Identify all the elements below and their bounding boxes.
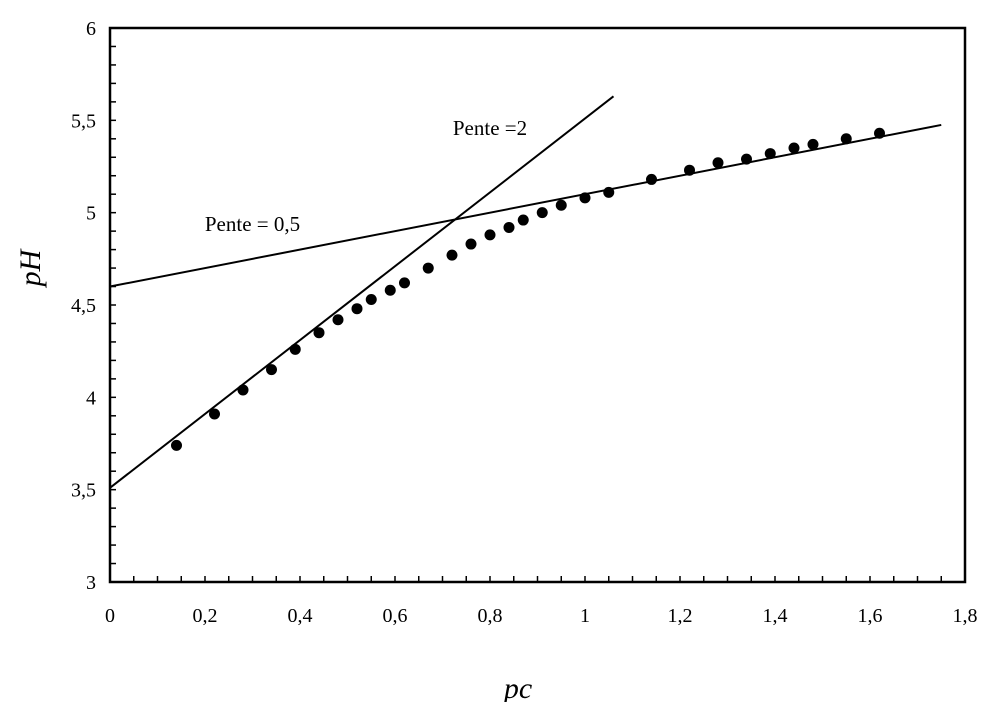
x-tick-label: 1,6: [858, 605, 883, 627]
y-tick-labels: 3 3,5 4 4,5 5 5,5 6: [71, 18, 96, 594]
data-point: [764, 148, 776, 160]
data-point: [517, 214, 529, 226]
data-point: [446, 249, 458, 261]
data-point: [684, 164, 695, 176]
data-point: [465, 238, 477, 250]
x-axis-title: pc: [502, 672, 532, 702]
y-tick-label: 3,5: [71, 480, 96, 502]
x-tick-label: 0: [105, 605, 115, 627]
data-point: [503, 221, 515, 233]
y-tick-label: 5,5: [71, 110, 96, 132]
data-point: [266, 364, 277, 376]
data-point: [484, 229, 496, 241]
x-tick-label: 0,2: [193, 605, 218, 627]
data-point: [399, 277, 410, 289]
y-axis-title: pH: [14, 247, 47, 288]
x-tick-label: 1,8: [953, 605, 978, 627]
minor-ticks: [110, 45, 942, 582]
x-tick-label: 0,6: [383, 605, 408, 627]
data-point: [289, 343, 301, 355]
data-point: [351, 303, 363, 315]
data-point: [807, 138, 819, 150]
fit-line: [109, 123, 942, 288]
data-point: [603, 186, 615, 198]
x-tick-label: 0,4: [288, 605, 313, 627]
data-point: [788, 142, 800, 154]
data-point: [555, 199, 567, 211]
data-point: [840, 133, 852, 145]
data-point: [712, 157, 724, 169]
y-tick-label: 4: [86, 387, 96, 409]
x-tick-label: 1,2: [668, 605, 693, 627]
data-point: [209, 408, 220, 420]
y-tick-label: 6: [86, 18, 96, 40]
data-point: [579, 192, 591, 204]
slope-annotation: Pente =2: [453, 116, 527, 140]
annotations: Pente =2 Pente = 0,5: [205, 116, 527, 236]
x-tick-label: 0,8: [478, 605, 503, 627]
data-point: [384, 284, 396, 296]
data-point: [237, 384, 249, 396]
y-tick-label: 4,5: [71, 295, 96, 317]
data-point: [536, 207, 548, 219]
data-point: [365, 293, 377, 305]
data-point: [422, 262, 434, 274]
data-point: [332, 314, 344, 326]
x-tick-label: 1: [580, 605, 590, 627]
fit-lines: [109, 95, 942, 489]
y-tick-label: 5: [86, 203, 96, 225]
data-point: [874, 127, 885, 139]
fit-line: [109, 95, 615, 489]
data-point: [171, 439, 182, 451]
x-tick-labels: 0 0,2 0,4 0,6 0,8 1 1,2 1,4 1,6 1,8: [105, 605, 978, 627]
data-point: [646, 173, 657, 185]
slope-annotation: Pente = 0,5: [205, 212, 300, 236]
y-tick-label: 3: [86, 572, 96, 594]
x-tick-label: 1,4: [763, 605, 788, 627]
data-point: [313, 327, 325, 339]
plot-frame: [108, 26, 967, 584]
data-points: [171, 127, 885, 451]
data-point: [741, 153, 752, 165]
